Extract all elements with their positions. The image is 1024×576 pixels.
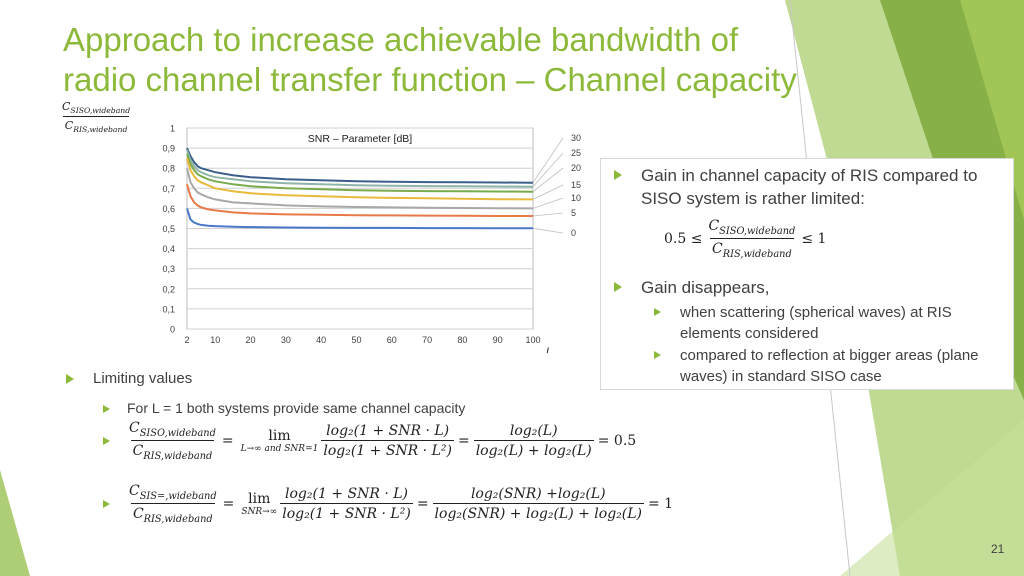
series-line-snr-20 <box>186 153 534 193</box>
x-tick-label: 60 <box>387 335 397 345</box>
x-tick-label: 90 <box>493 335 503 345</box>
info-box <box>600 158 1014 390</box>
legend-leader-line <box>532 167 564 193</box>
bullet-arrow-icon <box>103 500 110 508</box>
y-tick-label: 0,1 <box>162 304 175 314</box>
limit-equation-1: CSISO,wideband CRIS,wideband = lim L→∞ an… <box>129 420 637 462</box>
bullet-arrow-icon <box>654 308 661 316</box>
series-line-snr-30 <box>186 147 534 184</box>
scattering-text: when scattering (spherical waves) at RIS… <box>680 304 952 342</box>
legend-leader-line <box>532 152 564 187</box>
y-tick-label: 0 <box>170 325 175 335</box>
x-tick-label: 20 <box>246 335 256 345</box>
page-number: 21 <box>991 542 1005 556</box>
bullet-arrow-icon <box>614 282 622 292</box>
chart-title: SNR – Parameter [dB] <box>308 133 413 145</box>
x-tick-label: 10 <box>210 335 220 345</box>
limit-equation-2: CSIS=,wideband CRIS,wideband = lim SNR→∞ … <box>129 483 674 525</box>
capacity-ratio-chart: 00,10,20,30,40,50,60,70,80,912 10 20 30 40 50… <box>162 124 581 354</box>
bullet-arrow-icon <box>103 405 110 413</box>
title-line-2: radio channel transfer function – Channe… <box>63 61 797 98</box>
legend-leader-line <box>532 197 564 209</box>
x-tick-label: 2 <box>184 335 189 345</box>
gain-limited-text: Gain in channel capacity of RIS compared… <box>641 166 978 208</box>
series-line-snr-10 <box>186 167 534 210</box>
bullet-arrow-icon <box>654 351 661 359</box>
y-tick-label: 0,3 <box>162 264 175 274</box>
legend-label-snr-5: 5 <box>571 208 576 218</box>
x-tick-label: 50 <box>351 335 361 345</box>
y-tick-label: 0,5 <box>162 224 175 234</box>
legend-label-snr-25: 25 <box>571 148 581 158</box>
x-tick-label: 30 <box>281 335 291 345</box>
y-axis-fraction-label: CSISO,wideband CRIS,wideband <box>62 100 131 135</box>
legend-label-snr-20: 20 <box>571 163 581 173</box>
y-tick-label: 0,4 <box>162 244 175 254</box>
series-line-snr-15 <box>186 157 534 201</box>
limit-item-same-capacity: For L = 1 both systems provide same chan… <box>127 400 466 416</box>
y-tick-label: 0,7 <box>162 184 175 194</box>
title-line-1: Approach to increase achievable bandwidt… <box>63 21 739 58</box>
x-tick-label: 80 <box>457 335 467 345</box>
bullet-arrow-icon <box>614 170 622 180</box>
x-tick-label: 100 <box>525 335 540 345</box>
bullet-arrow-icon <box>66 374 74 384</box>
y-tick-label: 0,8 <box>162 164 175 174</box>
legend-label-snr-10: 10 <box>571 193 581 203</box>
gain-disappears-text: Gain disappears, <box>641 278 770 297</box>
legend-label-snr-0: 0 <box>571 228 576 238</box>
series-line-snr-25 <box>186 149 534 188</box>
slide-title: Approach to increase achievable bandwidt… <box>63 20 823 100</box>
gain-inequality: 0.5 ≤ CSISO,wideband CRIS,wideband ≤ 1 <box>664 218 827 260</box>
legend-leader-line <box>532 137 564 183</box>
legend-leader-line <box>532 184 564 200</box>
limiting-values-heading: Limiting values <box>93 370 193 387</box>
legend-label-snr-30: 30 <box>571 133 581 143</box>
y-tick-label: 0,2 <box>162 284 175 294</box>
bullet-arrow-icon <box>103 437 110 445</box>
y-tick-label: 1 <box>170 124 175 134</box>
series-line-snr-0 <box>186 208 533 230</box>
x-tick-label: 70 <box>422 335 432 345</box>
legend-leader-line <box>532 212 564 217</box>
legend-leader-line <box>532 227 564 234</box>
y-tick-label: 0,6 <box>162 204 175 214</box>
x-tick-label: 40 <box>316 335 326 345</box>
reflection-text: compared to reflection at bigger areas (… <box>680 347 979 385</box>
y-tick-label: 0,9 <box>162 144 175 154</box>
x-axis-label: L <box>546 346 552 353</box>
series-line-snr-5 <box>186 184 533 217</box>
legend-label-snr-15: 15 <box>571 180 581 190</box>
